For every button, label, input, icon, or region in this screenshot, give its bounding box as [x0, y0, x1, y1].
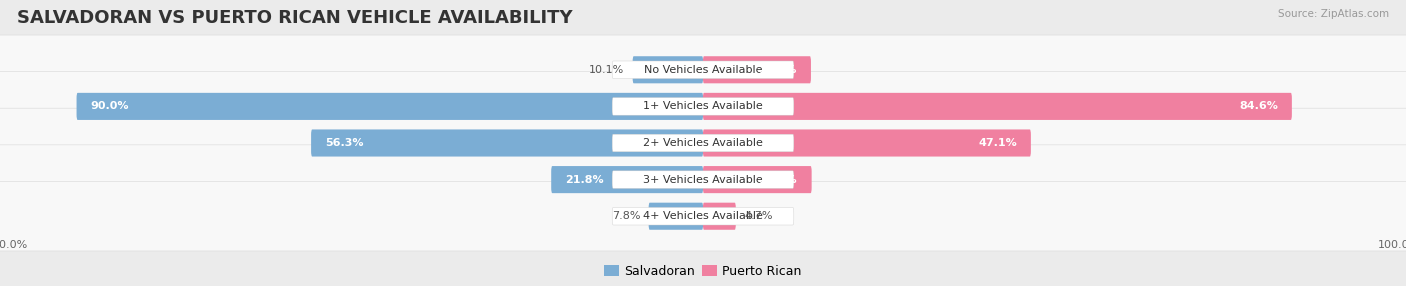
Text: 15.5%: 15.5% — [759, 65, 797, 75]
FancyBboxPatch shape — [0, 35, 1406, 105]
FancyBboxPatch shape — [703, 130, 1031, 156]
Text: No Vehicles Available: No Vehicles Available — [644, 65, 762, 75]
FancyBboxPatch shape — [0, 145, 1406, 214]
FancyBboxPatch shape — [0, 72, 1406, 141]
FancyBboxPatch shape — [0, 108, 1406, 178]
FancyBboxPatch shape — [703, 203, 735, 230]
Text: 84.6%: 84.6% — [1239, 102, 1278, 111]
Text: 15.6%: 15.6% — [759, 175, 797, 184]
Text: 10.1%: 10.1% — [589, 65, 624, 75]
Text: 47.1%: 47.1% — [979, 138, 1017, 148]
Text: 56.3%: 56.3% — [325, 138, 364, 148]
FancyBboxPatch shape — [612, 98, 794, 115]
FancyBboxPatch shape — [648, 203, 703, 230]
FancyBboxPatch shape — [311, 130, 703, 156]
Text: SALVADORAN VS PUERTO RICAN VEHICLE AVAILABILITY: SALVADORAN VS PUERTO RICAN VEHICLE AVAIL… — [17, 9, 572, 27]
Text: 21.8%: 21.8% — [565, 175, 603, 184]
Text: 3+ Vehicles Available: 3+ Vehicles Available — [643, 175, 763, 184]
Text: 90.0%: 90.0% — [90, 102, 129, 111]
FancyBboxPatch shape — [703, 166, 811, 193]
Text: 2+ Vehicles Available: 2+ Vehicles Available — [643, 138, 763, 148]
Legend: Salvadoran, Puerto Rican: Salvadoran, Puerto Rican — [599, 260, 807, 283]
FancyBboxPatch shape — [612, 207, 794, 225]
Text: 7.8%: 7.8% — [612, 211, 640, 221]
FancyBboxPatch shape — [76, 93, 703, 120]
FancyBboxPatch shape — [612, 61, 794, 79]
FancyBboxPatch shape — [612, 134, 794, 152]
Text: 4+ Vehicles Available: 4+ Vehicles Available — [643, 211, 763, 221]
FancyBboxPatch shape — [703, 93, 1292, 120]
FancyBboxPatch shape — [703, 56, 811, 83]
FancyBboxPatch shape — [612, 171, 794, 188]
FancyBboxPatch shape — [0, 181, 1406, 251]
FancyBboxPatch shape — [633, 56, 703, 83]
Text: 1+ Vehicles Available: 1+ Vehicles Available — [643, 102, 763, 111]
FancyBboxPatch shape — [551, 166, 703, 193]
Text: 4.7%: 4.7% — [744, 211, 772, 221]
Text: Source: ZipAtlas.com: Source: ZipAtlas.com — [1278, 9, 1389, 19]
